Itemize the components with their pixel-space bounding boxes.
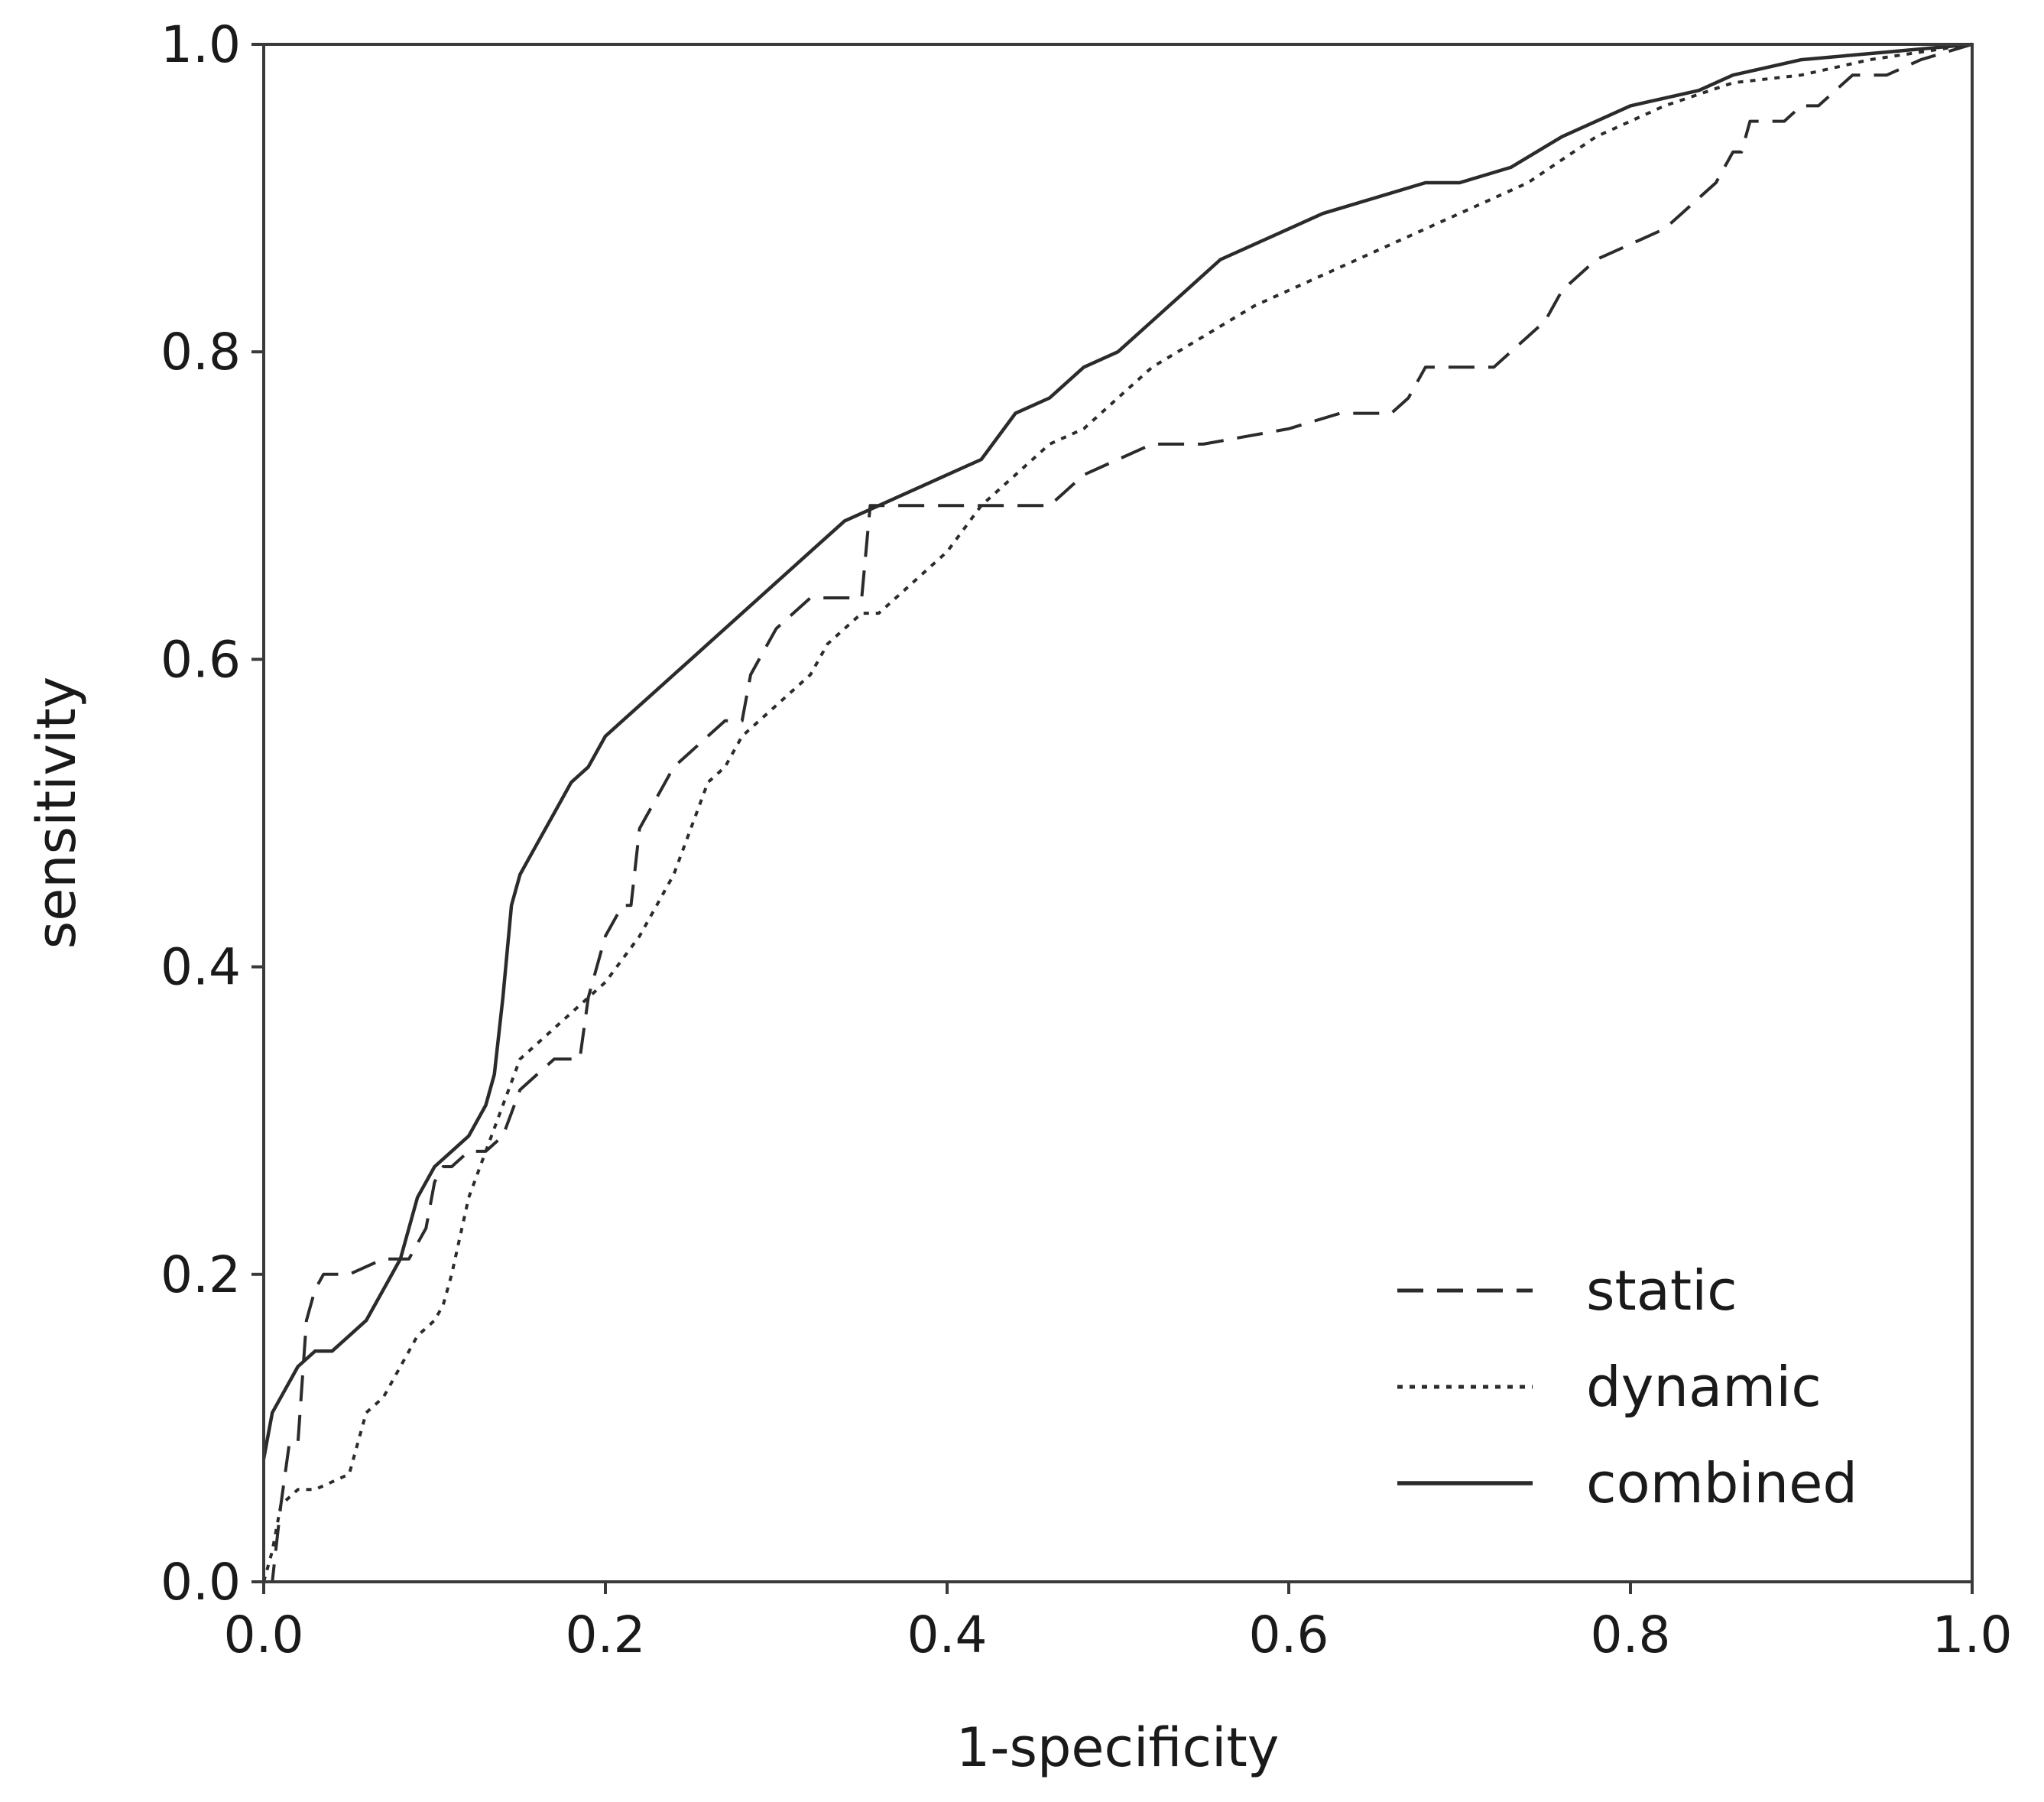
x-tick-label: 0.0 [224,1606,304,1664]
y-axis-label: sensitivity [25,677,88,949]
series-line-dynamic [262,43,1973,1583]
series-line-combined [261,42,1973,1459]
x-tick-label: 0.8 [1591,1606,1671,1664]
y-tick-label: 0.0 [161,1553,241,1612]
x-tick-label: 0.6 [1249,1606,1329,1664]
y-tick-label: 0.4 [161,938,241,997]
x-tick-label: 1.0 [1932,1606,2013,1664]
legend: static dynamic combined [1397,1258,1857,1515]
series-line-static [264,43,1973,1583]
y-axis: 0.0 0.2 0.4 0.6 0.8 1.0 [161,15,264,1612]
y-tick-label: 1.0 [161,15,241,74]
plot-frame [262,43,1974,1583]
x-axis-label: 1-specificity [956,1716,1280,1779]
legend-label-combined: combined [1586,1451,1857,1515]
y-tick-label: 0.2 [161,1245,241,1304]
legend-label-static: static [1586,1258,1737,1323]
y-tick-label: 0.6 [161,630,241,689]
x-axis: 0.0 0.2 0.4 0.6 0.8 1.0 [224,1582,2013,1664]
x-tick-label: 0.4 [907,1606,988,1664]
x-tick-label: 0.2 [566,1606,646,1664]
y-tick-label: 0.8 [161,323,241,382]
legend-label-dynamic: dynamic [1586,1355,1822,1419]
series-layer [261,42,1973,1583]
